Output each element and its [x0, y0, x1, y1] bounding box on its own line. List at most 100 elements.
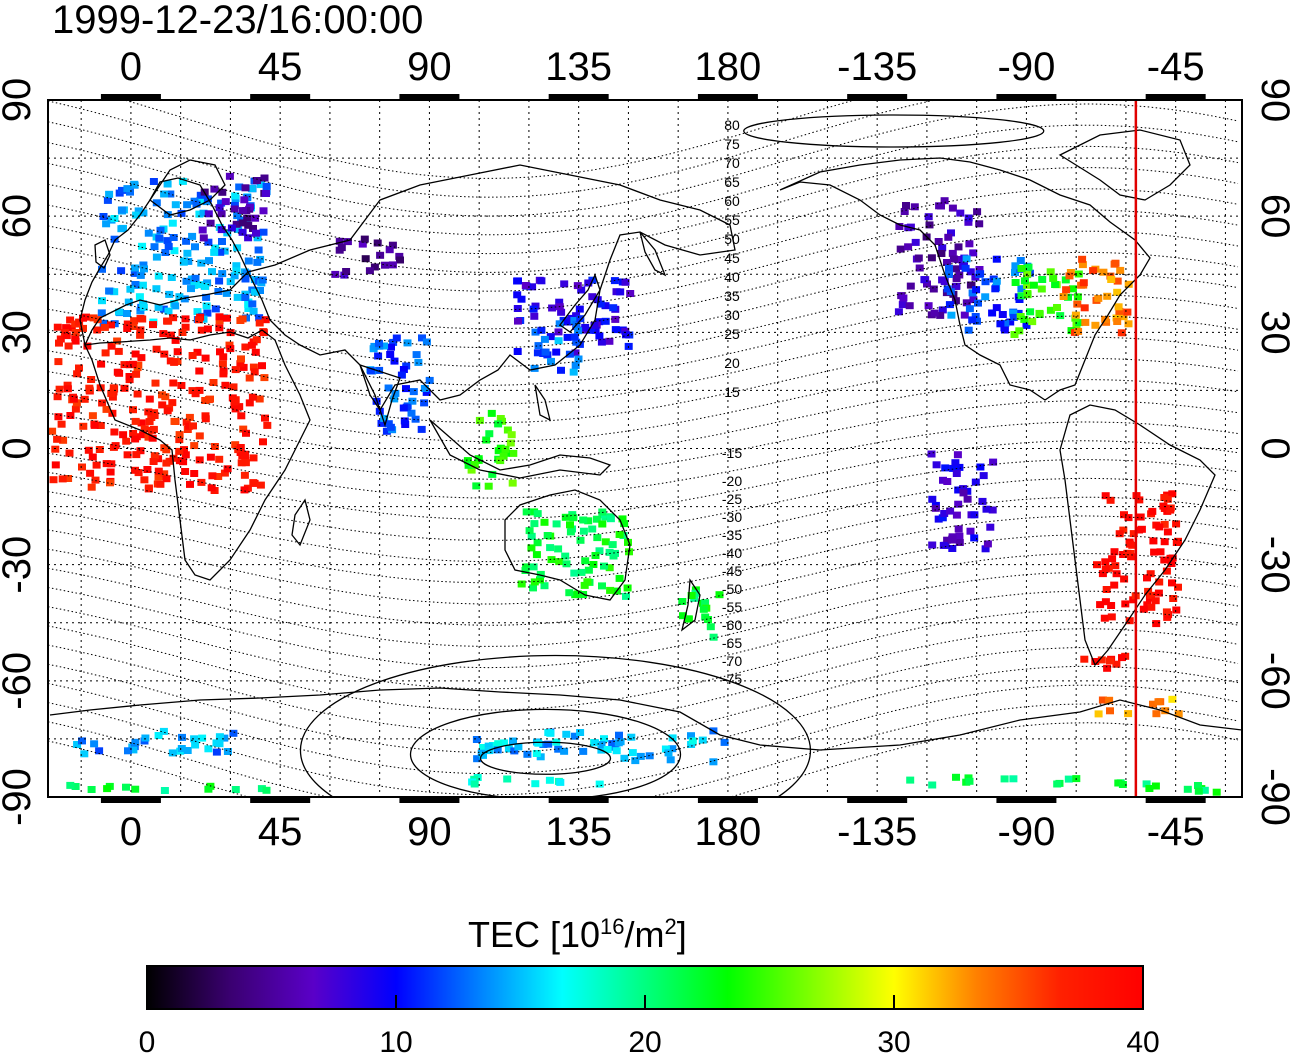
tec-cell: [129, 430, 138, 437]
tec-cell: [552, 348, 561, 356]
tec-cell: [238, 452, 247, 460]
tec-cell: [485, 430, 494, 438]
contour-label-south: -60: [722, 617, 742, 633]
tec-cell: [576, 536, 585, 544]
tec-cell: [494, 740, 503, 748]
tec-cell: [175, 431, 184, 439]
mlat-contour: [48, 400, 1239, 480]
tec-cell: [1148, 507, 1157, 515]
contour-label-south: -30: [722, 509, 742, 525]
tec-cell: [215, 733, 224, 741]
tec-cell: [601, 317, 610, 325]
tec-cell: [256, 287, 264, 294]
tec-cell: [536, 576, 544, 584]
tec-cell: [1009, 309, 1018, 317]
tec-cell: [1114, 779, 1123, 787]
tec-cell: [611, 326, 620, 334]
coast-kamchatka: [639, 231, 667, 277]
tec-cell: [952, 265, 960, 273]
tec-cell: [159, 727, 168, 735]
tec-cell: [539, 741, 548, 748]
tec-cell: [252, 336, 261, 344]
tec-cell: [202, 302, 211, 310]
tec-cell: [608, 541, 617, 549]
tec-cell: [183, 249, 192, 257]
tec-cell: [408, 397, 417, 405]
tec-cell: [1073, 300, 1082, 308]
tec-cell: [233, 293, 242, 301]
tec-cell: [1123, 549, 1132, 557]
tec-cell: [136, 331, 145, 339]
tec-cell: [253, 258, 262, 266]
tec-cell: [1154, 698, 1163, 706]
tec-cell: [240, 471, 249, 479]
tec-cell: [117, 206, 126, 214]
tec-cell: [131, 281, 140, 288]
tec-cell: [152, 253, 161, 261]
tec-cell: [706, 623, 715, 631]
tec-cell: [951, 297, 960, 305]
tec-cell: [105, 287, 114, 295]
tec-cell: [597, 741, 606, 749]
tec-cell: [171, 201, 180, 209]
latitude-right-tick-labels: 90 60 30 0 -30 -60 -90: [1253, 78, 1292, 826]
tec-cell: [54, 358, 63, 366]
tec-cell: [509, 449, 518, 457]
tec-cell: [244, 257, 253, 265]
tec-cell: [131, 466, 139, 474]
tec-cell: [97, 360, 106, 368]
tec-cell: [1108, 555, 1117, 563]
tec-cell: [190, 470, 199, 477]
tec-cell: [54, 413, 63, 421]
tec-cell: [250, 276, 259, 284]
mlat-contour: [48, 684, 1239, 796]
tec-cell: [399, 404, 408, 412]
tec-cell: [565, 350, 574, 358]
tec-cell: [1119, 551, 1128, 558]
tec-cell: [139, 209, 148, 217]
tec-cell: [704, 616, 712, 623]
tec-cell: [240, 196, 249, 204]
tec-cell: [222, 314, 231, 322]
tec-cell: [340, 271, 349, 279]
tec-cell: [123, 310, 131, 317]
tec-cell: [947, 311, 956, 319]
tec-cell: [154, 473, 163, 481]
map-plot-area: 80 75 70 65 60 55 50 45 40 35 30 25 20 15 -15 -20 -25 -30…: [48, 100, 1242, 797]
contour-label-south: -45: [722, 563, 742, 579]
tec-cell: [579, 747, 588, 755]
tec-cell: [136, 271, 145, 279]
tec-cell: [129, 746, 138, 754]
tec-cell: [570, 732, 579, 740]
tec-cell: [178, 177, 187, 185]
tec-cell: [952, 470, 961, 477]
tec-cell: [503, 775, 512, 783]
tec-cell: [614, 739, 623, 747]
tec-cell: [1074, 327, 1083, 335]
tec-cell: [230, 205, 239, 213]
tec-cell: [386, 423, 395, 431]
tec-cell: [514, 317, 522, 325]
tec-cell: [181, 468, 190, 475]
tec-cell: [525, 527, 534, 535]
tec-cell: [970, 511, 979, 519]
tec-cell: [170, 358, 179, 366]
tec-cell: [577, 568, 586, 576]
tec-cell: [388, 261, 397, 269]
tec-cell: [337, 244, 346, 252]
tec-cell: [66, 412, 75, 419]
tec-cell: [217, 210, 226, 218]
map-frame-ticks: [100, 94, 1206, 803]
tec-cell: [954, 500, 963, 508]
tec-cell: [530, 364, 539, 372]
tec-cell: [117, 267, 126, 275]
tec-cell: [152, 199, 161, 207]
tec-cell: [177, 745, 186, 752]
tec-cell: [964, 214, 973, 222]
tec-cell: [218, 270, 227, 278]
tec-cell: [163, 407, 172, 415]
tec-cell: [981, 545, 990, 553]
tec-cell: [151, 379, 160, 387]
tec-cell: [407, 409, 416, 417]
tec-cell: [251, 348, 260, 356]
